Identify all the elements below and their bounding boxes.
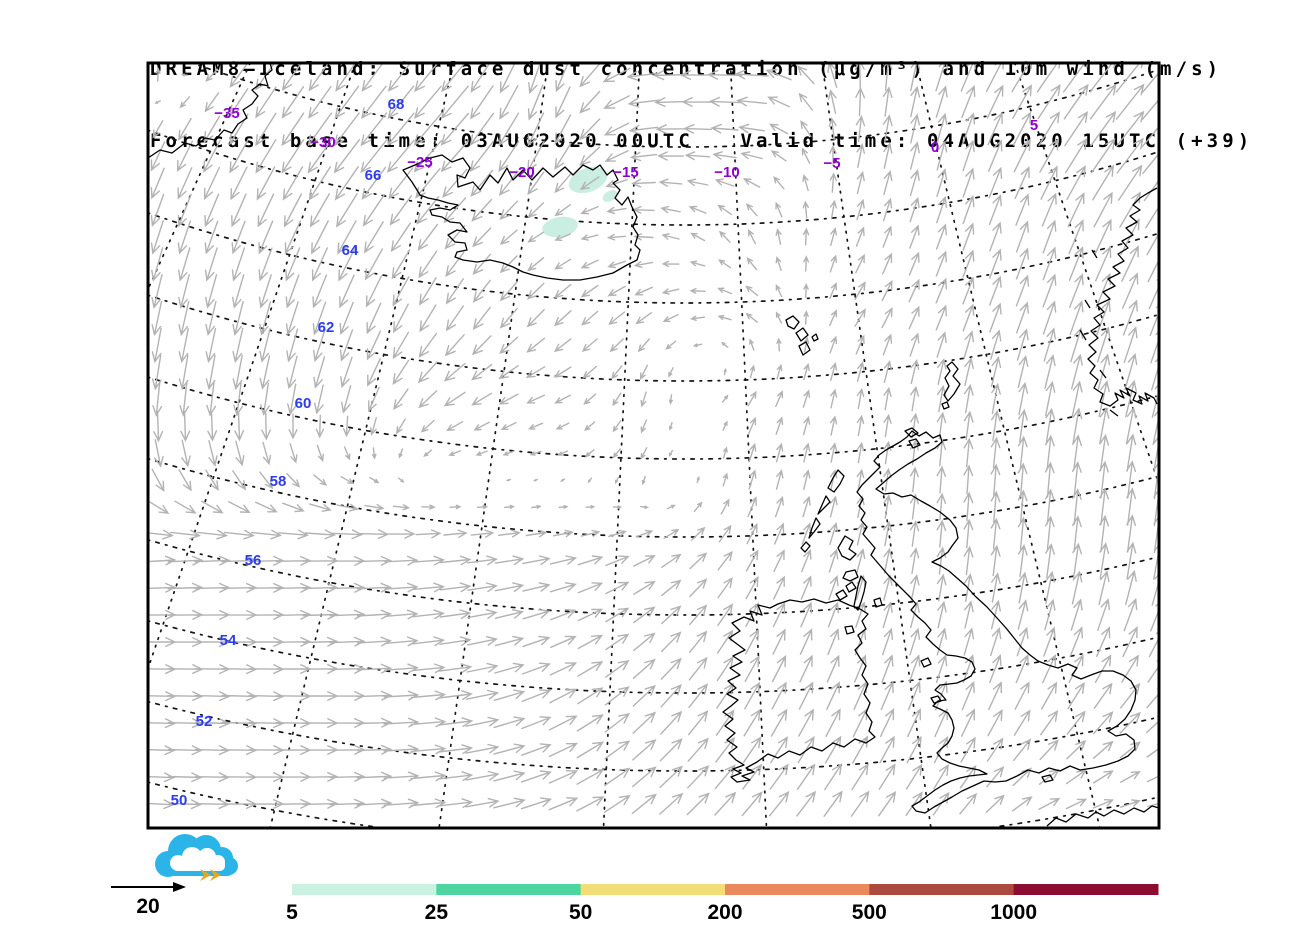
coastline-hebrides-4	[800, 541, 811, 553]
dust-concentration-patches	[542, 166, 618, 238]
coastline-shetland-s	[941, 401, 950, 410]
wind-reference-legend: 20	[111, 882, 186, 918]
lon-label-−30: −30	[310, 134, 335, 151]
reference-arrow-head	[173, 882, 186, 892]
colorbar-segment	[869, 884, 1015, 895]
colorbar-segment	[725, 884, 870, 895]
graticule	[149, 64, 1158, 827]
lon-label-0: 0	[931, 139, 939, 156]
lon-label-−20: −20	[509, 164, 534, 181]
lat-label-60: 60	[295, 395, 312, 412]
map-frame	[146, 61, 1161, 830]
coastline-arran	[873, 597, 883, 608]
coastlines	[149, 64, 1158, 827]
coastline-lough-neagh	[844, 625, 855, 635]
lon-label-−10: −10	[714, 164, 739, 181]
coastline-shetland	[943, 361, 961, 402]
coastline-hebrides-1	[827, 469, 845, 493]
coastline-kintyre	[853, 575, 867, 611]
colorbar-level-500: 500	[852, 901, 887, 924]
lon-label-−15: −15	[613, 164, 638, 181]
coastline-france	[1046, 805, 1158, 827]
coastline-norway-islet-5	[1109, 409, 1119, 417]
coastline-great-britain	[856, 430, 1137, 814]
lat-label-64: 64	[342, 242, 359, 259]
lat-label-58: 58	[270, 473, 287, 490]
coastline-jura	[845, 581, 857, 593]
coastline-iceland	[402, 154, 641, 281]
lat-label-56: 56	[245, 552, 262, 569]
coastline-norway-islet-1	[1084, 299, 1091, 309]
colorbar-level-200: 200	[707, 901, 742, 924]
wind-arrows	[149, 64, 1158, 817]
lat-label-52: 52	[196, 713, 213, 730]
coastline-isle-of-man	[920, 657, 932, 668]
coastline-faroe-3	[798, 341, 811, 356]
coastline-norway-islet-4	[1099, 369, 1107, 379]
coastline-ireland	[722, 598, 876, 783]
coastline-hebrides-3	[808, 517, 821, 539]
colorbar-level-5: 5	[286, 901, 298, 924]
coastline-orkney-2	[908, 438, 921, 449]
lat-label-62: 62	[318, 319, 335, 336]
coastline-hebrides-2	[817, 495, 831, 515]
chevron-right-icon	[200, 869, 221, 881]
coastline-islay	[835, 589, 848, 601]
colorbar-level-1000: 1000	[990, 901, 1037, 924]
wind-reference-value: 20	[136, 895, 159, 918]
coastline-norway	[1087, 187, 1158, 407]
coastline-norway-islet-2	[1079, 329, 1087, 341]
lat-label-54: 54	[220, 632, 237, 649]
colorbar-segment	[1013, 884, 1159, 895]
coastline-isle-of-wight	[1041, 774, 1054, 783]
lon-label-−35: −35	[214, 105, 239, 122]
colorbar-level-25: 25	[425, 901, 449, 924]
latitude-labels: 68 66 64 62 60 58 56 54 52 50	[171, 96, 405, 809]
coastline-faroe-2	[795, 327, 809, 342]
coastline-anglesey	[930, 695, 942, 704]
dust-colorbar: 5 25 50 200 500 1000	[286, 884, 1159, 924]
longitude-labels: −35 −30 −25 −20 −15 −10 −5 0 5	[214, 105, 1038, 181]
colorbar-level-50: 50	[569, 901, 592, 924]
coastline-norway-islet-3	[1091, 249, 1098, 259]
coastline-faroe-4	[811, 333, 819, 342]
coastline-faroe-1	[785, 315, 800, 330]
coastline-mull	[842, 569, 859, 582]
colorbar-segment	[436, 884, 582, 895]
coastline-greenland	[149, 64, 273, 158]
lon-label-−25: −25	[407, 154, 432, 171]
lat-label-66: 66	[365, 167, 382, 184]
seevccc-logo: SEEVCCC	[148, 833, 508, 883]
dust-patch	[602, 190, 618, 202]
coastline-skye	[837, 535, 857, 561]
lon-label-5: 5	[1030, 117, 1038, 134]
dust-patch	[568, 166, 608, 194]
colorbar-segment	[580, 884, 726, 895]
lon-label-−5: −5	[823, 155, 840, 172]
lat-label-50: 50	[171, 792, 188, 809]
dust-patch	[542, 216, 578, 238]
colorbar-segment	[292, 884, 437, 895]
lat-label-68: 68	[388, 96, 405, 113]
seevccc-cloud-icon	[155, 834, 238, 881]
